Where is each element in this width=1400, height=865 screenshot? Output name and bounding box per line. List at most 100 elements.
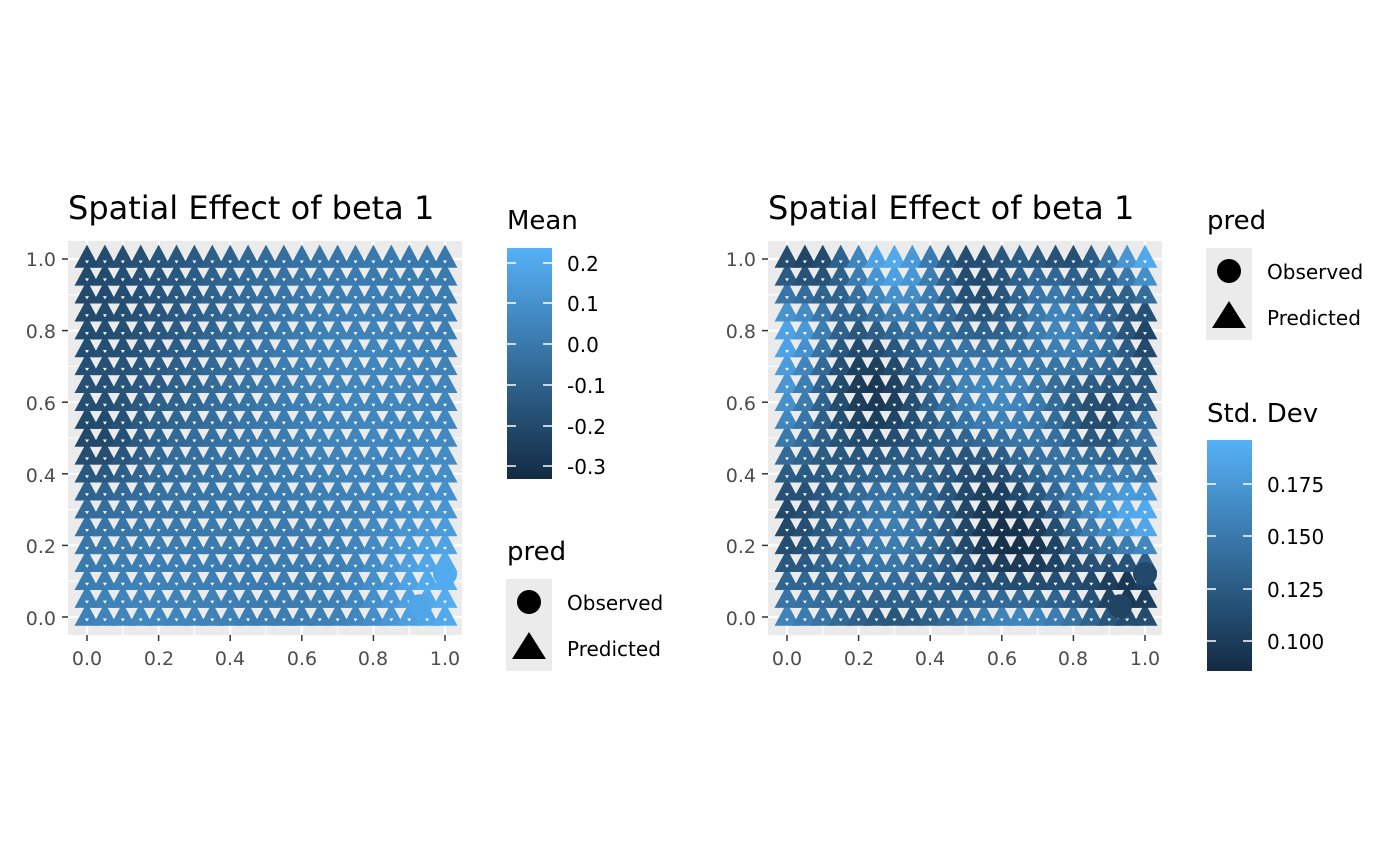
predicted-point-marker	[964, 403, 968, 407]
predicted-point-marker	[210, 260, 215, 264]
predicted-point	[396, 548, 422, 573]
predicted-point	[432, 352, 458, 376]
predicted-point-marker	[964, 439, 968, 443]
predicted-point-marker	[389, 421, 394, 425]
legend-stddev-label: 0.100	[1267, 630, 1324, 654]
predicted-point-marker	[371, 564, 376, 568]
predicted-point-marker	[335, 564, 340, 568]
predicted-point-marker	[192, 314, 197, 318]
predicted-point	[325, 495, 351, 519]
predicted-point-marker	[120, 385, 125, 389]
predicted-point	[414, 423, 440, 447]
predicted-point-marker	[1125, 260, 1130, 264]
predicted-point-marker	[785, 511, 789, 515]
predicted-point-marker	[299, 511, 304, 515]
predicted-point	[432, 513, 458, 537]
predicted-point	[1132, 262, 1158, 286]
predicted-point	[953, 531, 979, 555]
predicted-point	[414, 244, 440, 268]
predicted-point-marker	[1017, 385, 1022, 389]
predicted-point	[1114, 316, 1140, 340]
predicted-point-marker	[1143, 332, 1147, 336]
predicted-point-marker	[210, 385, 215, 389]
predicted-point-marker	[1017, 403, 1022, 407]
predicted-point-marker	[264, 600, 268, 604]
predicted-point	[289, 459, 315, 483]
predicted-point-marker	[228, 439, 233, 443]
predicted-point-marker	[1125, 564, 1130, 568]
predicted-point-marker	[407, 564, 412, 568]
predicted-point-marker	[838, 618, 843, 622]
predicted-point-marker	[174, 582, 179, 586]
predicted-point	[989, 584, 1015, 608]
predicted-point-marker	[299, 546, 304, 550]
predicted-point	[810, 334, 836, 358]
predicted-point-marker	[425, 314, 430, 318]
predicted-point	[1043, 459, 1068, 483]
predicted-point	[1007, 602, 1033, 626]
predicted-point	[828, 513, 854, 537]
predicted-point	[343, 316, 368, 340]
predicted-point-marker	[335, 511, 340, 515]
predicted-point-marker	[210, 314, 215, 318]
predicted-point	[271, 280, 297, 304]
predicted-point	[953, 602, 979, 626]
predicted-point	[432, 602, 458, 626]
predicted-point-marker	[102, 618, 107, 622]
predicted-point	[1060, 298, 1086, 322]
predicted-point	[1114, 513, 1140, 537]
predicted-point-marker	[874, 546, 879, 550]
predicted-point-marker	[425, 493, 430, 497]
predicted-point	[864, 387, 889, 411]
predicted-point-marker	[1107, 296, 1112, 300]
predicted-point-marker	[1071, 564, 1076, 568]
predicted-point	[971, 566, 997, 590]
predicted-point	[828, 298, 854, 322]
predicted-point	[217, 495, 243, 519]
predicted-point-marker	[1107, 493, 1112, 497]
predicted-point-marker	[281, 493, 286, 497]
predicted-point-marker	[892, 403, 897, 407]
predicted-point-marker	[317, 529, 322, 532]
predicted-point-marker	[1125, 493, 1130, 497]
predicted-point-marker	[785, 600, 789, 604]
predicted-point	[935, 280, 961, 304]
predicted-point	[774, 244, 800, 268]
predicted-point-marker	[174, 421, 179, 425]
predicted-point-marker	[1107, 260, 1112, 264]
predicted-point-marker	[1017, 618, 1022, 622]
predicted-point-marker	[353, 439, 358, 443]
predicted-point	[1078, 262, 1104, 286]
predicted-point-marker	[999, 582, 1004, 586]
predicted-point-marker	[892, 475, 897, 479]
predicted-point	[110, 280, 136, 304]
predicted-point	[217, 531, 243, 555]
predicted-point	[289, 423, 315, 447]
predicted-point	[378, 495, 404, 519]
predicted-point	[396, 459, 422, 483]
predicted-point-marker	[210, 367, 215, 371]
predicted-point	[74, 602, 100, 626]
predicted-point-marker	[874, 314, 879, 318]
predicted-point-marker	[946, 618, 951, 622]
predicted-point-marker	[1107, 457, 1112, 461]
chart-left: Spatial Effect of beta 1 0.0 0.2 0.4 0.6…	[26, 189, 663, 671]
predicted-point-marker	[946, 296, 951, 300]
predicted-point	[164, 244, 189, 268]
predicted-point-marker	[371, 529, 376, 532]
predicted-point-marker	[174, 564, 179, 568]
predicted-point-marker	[910, 564, 915, 568]
predicted-point-marker	[138, 421, 143, 425]
predicted-point-marker	[1071, 475, 1076, 479]
predicted-point	[828, 280, 854, 304]
predicted-point-marker	[353, 493, 358, 497]
x-tick-label: 0.8	[1058, 648, 1088, 670]
predicted-point-marker	[820, 475, 825, 479]
predicted-point-marker	[1035, 296, 1040, 300]
predicted-point	[899, 280, 925, 304]
predicted-point	[164, 477, 189, 501]
predicted-point-marker	[892, 600, 897, 604]
predicted-point	[307, 459, 333, 483]
predicted-point-marker	[299, 385, 304, 389]
